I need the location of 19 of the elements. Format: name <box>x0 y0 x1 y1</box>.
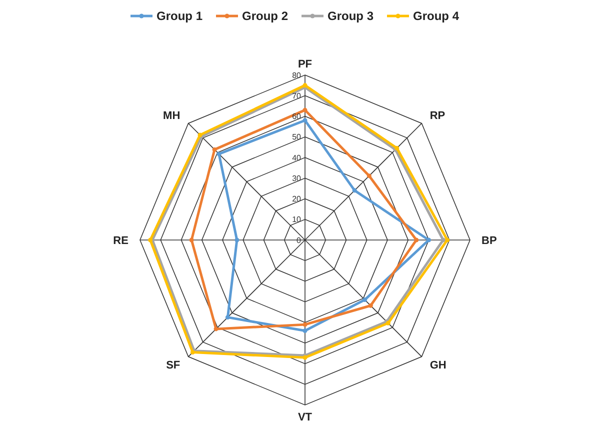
legend-label: Group 2 <box>242 9 288 24</box>
spoke-label: PF <box>298 58 312 70</box>
spoke-label: RP <box>430 110 446 122</box>
legend-label: Group 3 <box>328 9 374 24</box>
spoke-label: MH <box>163 110 180 122</box>
spoke-label: SF <box>166 360 180 372</box>
y-tick-label: 20 <box>292 194 302 204</box>
legend-label: Group 4 <box>413 9 460 24</box>
y-tick-label: 10 <box>292 215 302 224</box>
y-tick-label: 40 <box>292 153 302 162</box>
legend-label: Group 1 <box>156 9 203 24</box>
y-tick-label: 80 <box>292 70 302 80</box>
y-tick-label: 50 <box>292 132 302 142</box>
y-tick-label: 30 <box>292 174 302 183</box>
y-tick-label: 70 <box>292 91 302 100</box>
spoke-label: GH <box>430 360 446 372</box>
spoke-label: VT <box>298 411 312 424</box>
spoke-label: BP <box>482 234 497 247</box>
spoke-label: RE <box>113 234 128 247</box>
